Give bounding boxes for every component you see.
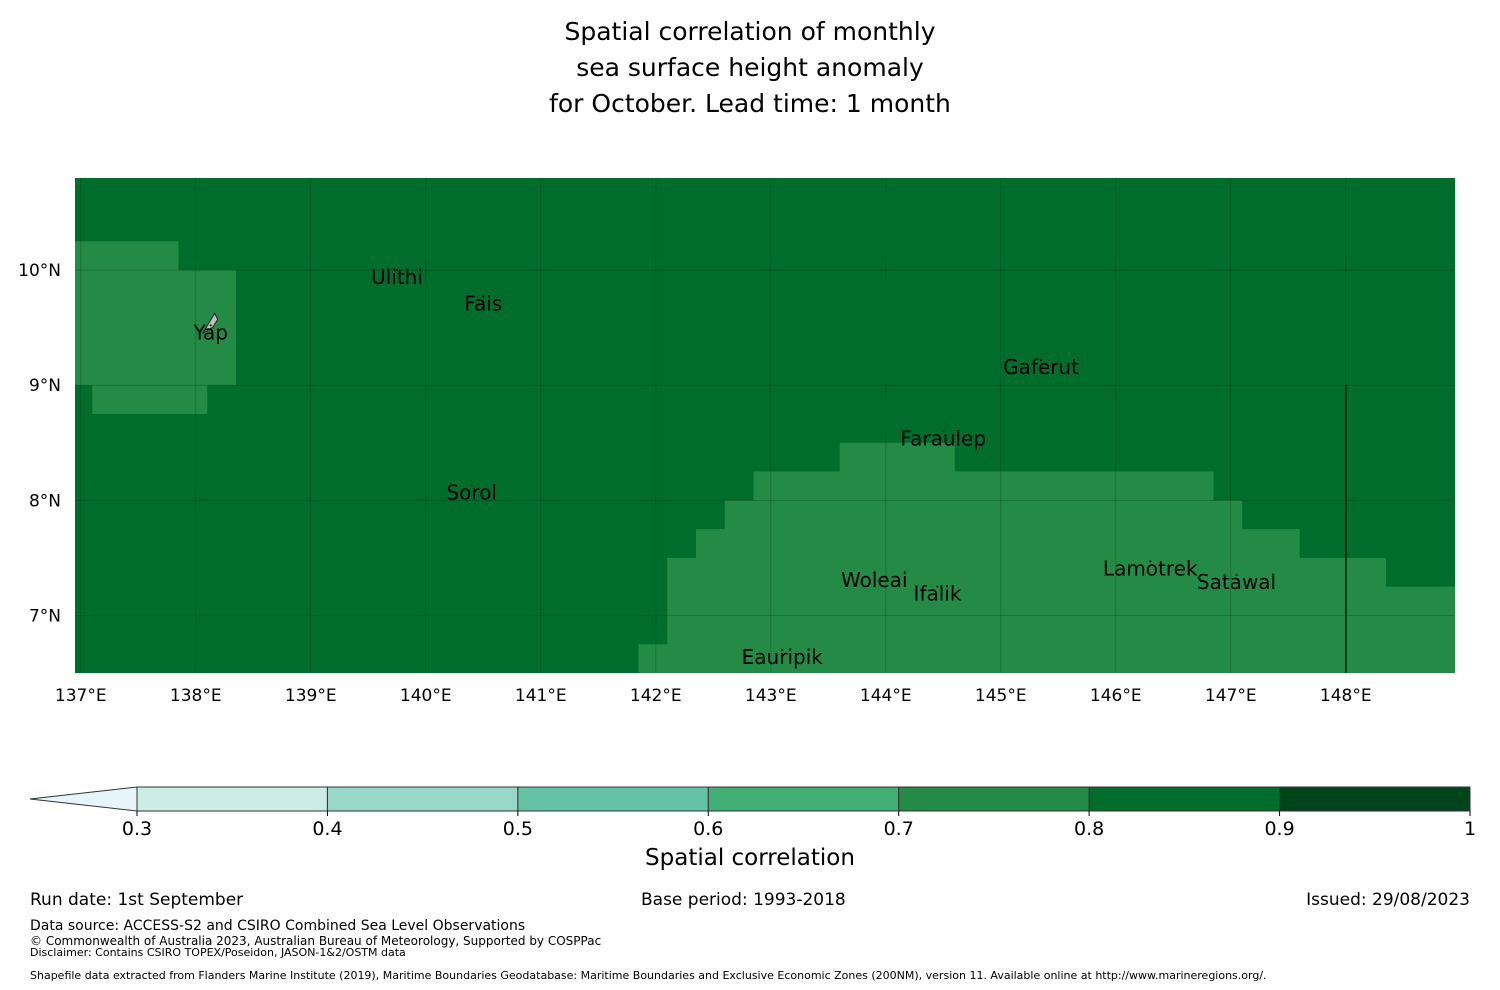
lon-tick-label: 139°E	[285, 686, 337, 706]
lat-tick-label: 9°N	[29, 376, 61, 396]
map-panel: 137°E 138°E 139°E 140°E 141°E 142°E 143°E 144°E…	[18, 178, 1455, 706]
chart-title: Spatial correlation of monthly sea surfa…	[549, 17, 951, 118]
issued-date: Issued: 29/08/2023	[1306, 890, 1470, 910]
lat-tick-label: 7°N	[29, 606, 61, 626]
place-label-woleai: Woleai	[841, 568, 908, 592]
place-label-ulithi: Ulithi	[371, 265, 423, 289]
lat-tick-label: 10°N	[18, 261, 61, 281]
lon-tick-label: 148°E	[1320, 686, 1372, 706]
colorbar-tick-label: 0.6	[693, 818, 723, 840]
colorbar-tick-label: 0.8	[1074, 818, 1104, 840]
place-label-eauripik: Eauripik	[742, 645, 824, 669]
base-period: Base period: 1993-2018	[641, 890, 846, 910]
island-marker	[209, 324, 212, 327]
place-label-sorol: Sorol	[446, 480, 497, 504]
colorbar-segment	[1088, 786, 1281, 812]
disclaimer: Disclaimer: Contains CSIRO TOPEX/Poseido…	[30, 946, 406, 959]
colorbar: 0.3 0.4 0.5 0.6 0.7 0.8 0.9 1	[29, 786, 1476, 840]
lon-tick-label: 141°E	[515, 686, 567, 706]
correlation-region-0.7-0.8	[75, 241, 236, 414]
lon-tick-label: 143°E	[745, 686, 797, 706]
island-marker	[1149, 560, 1152, 563]
lon-tick-label: 142°E	[630, 686, 682, 706]
lon-tick-label: 147°E	[1205, 686, 1257, 706]
lat-tick-label: 8°N	[29, 491, 61, 511]
correlation-region-0.7-0.8	[638, 442, 1455, 673]
colorbar-segment	[1279, 786, 1471, 812]
lon-tick-label: 145°E	[975, 686, 1027, 706]
place-label-faraulep: Faraulep	[900, 426, 986, 450]
lon-tick-label: 138°E	[170, 686, 222, 706]
colorbar-segment	[326, 786, 519, 812]
colorbar-segment	[707, 786, 900, 812]
colorbar-tick-label: 0.9	[1264, 818, 1294, 840]
colorbar-segment	[517, 786, 709, 812]
colorbar-tick-label: 0.7	[884, 818, 914, 840]
colorbar-segment	[136, 786, 328, 812]
island-marker	[873, 571, 876, 574]
run-date: Run date: 1st September	[30, 890, 244, 910]
colorbar-tick-label: 1	[1464, 818, 1476, 840]
lon-tick-label: 146°E	[1090, 686, 1142, 706]
island-marker	[781, 648, 784, 651]
place-label-fais: Fais	[464, 292, 502, 316]
colorbar-extend-arrow	[29, 786, 138, 812]
place-label-satawal: Satawal	[1197, 570, 1276, 594]
colorbar-tick-label: 0.4	[312, 818, 342, 840]
yap-island-icon	[202, 312, 219, 334]
place-label-ifalik: Ifalik	[914, 582, 962, 606]
data-source: Data source: ACCESS-S2 and CSIRO Combine…	[30, 918, 526, 934]
lon-tick-label: 137°E	[55, 686, 107, 706]
lon-tick-label: 140°E	[400, 686, 452, 706]
shapefile-credit: Shapefile data extracted from Flanders M…	[30, 969, 1267, 982]
lon-tick-label: 144°E	[860, 686, 912, 706]
island-marker	[470, 484, 473, 487]
place-label-lamotrek: Lamotrek	[1103, 556, 1198, 580]
island-marker	[942, 430, 945, 433]
island-marker	[1040, 358, 1042, 361]
island-marker	[482, 295, 485, 298]
colorbar-tick-label: 0.5	[503, 818, 533, 840]
colorbar-label: Spatial correlation	[645, 845, 855, 871]
island-marker	[1235, 574, 1238, 577]
island-marker	[396, 269, 398, 272]
colorbar-tick-label: 0.3	[122, 818, 152, 840]
place-label-yap: Yap	[192, 320, 227, 344]
island-marker	[936, 585, 939, 588]
place-label-gaferut: Gaferut	[1003, 355, 1079, 379]
copyright: © Commonwealth of Australia 2023, Austra…	[30, 934, 602, 948]
colorbar-segment	[898, 786, 1090, 812]
